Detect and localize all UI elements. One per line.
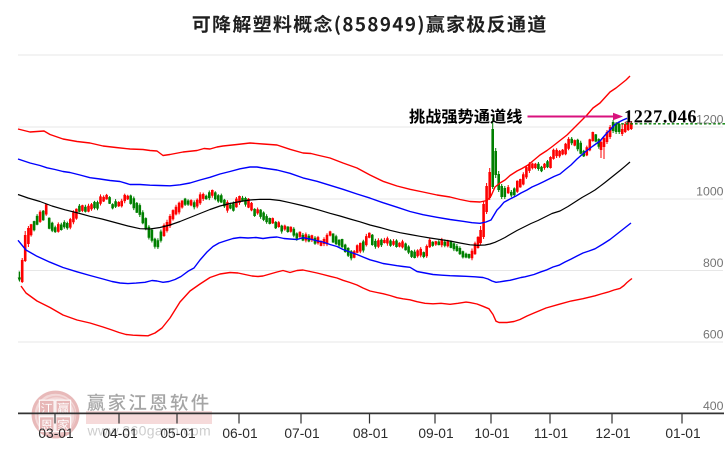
- svg-text:400: 400: [703, 399, 724, 413]
- svg-text:10-01: 10-01: [474, 426, 509, 441]
- svg-text:12-01: 12-01: [595, 426, 630, 441]
- svg-text:1200: 1200: [696, 113, 724, 127]
- svg-text:07-01: 07-01: [284, 426, 319, 441]
- svg-text:04-01: 04-01: [102, 426, 137, 441]
- svg-text:1000: 1000: [696, 185, 724, 199]
- svg-text:800: 800: [703, 256, 724, 270]
- svg-text:08-01: 08-01: [353, 426, 388, 441]
- svg-text:www.360gann.com: www.360gann.com: [87, 423, 212, 439]
- svg-text:09-01: 09-01: [418, 426, 453, 441]
- svg-text:05-01: 05-01: [160, 426, 195, 441]
- svg-text:11-01: 11-01: [534, 426, 568, 441]
- svg-text:03-01: 03-01: [38, 426, 73, 441]
- svg-text:06-01: 06-01: [222, 426, 257, 441]
- svg-text:600: 600: [703, 328, 724, 342]
- svg-text:01-01: 01-01: [665, 426, 700, 441]
